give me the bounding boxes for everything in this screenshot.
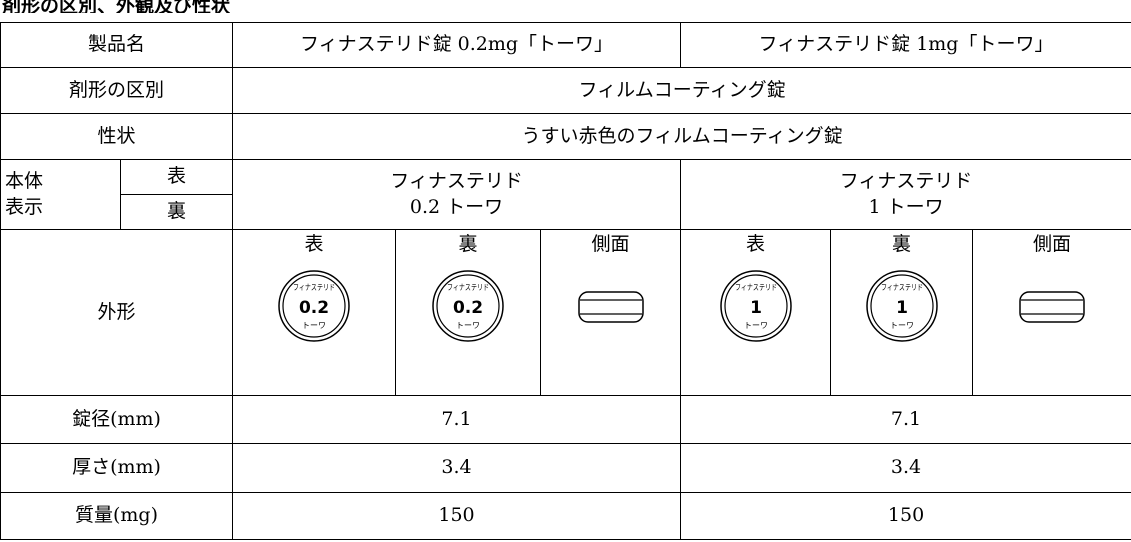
row: 外形 表フィナステリド 0.2 トーワ 裏フィナステリド 0.2 トーワ 側面 表フィナステリ… — [0, 229, 1131, 396]
cell: フィナステリド 0.2 トーワ — [232, 159, 682, 230]
tablet-outline — [719, 269, 792, 342]
row: 剤形の区別 フィルムコーティング錠 — [0, 67, 1131, 114]
side-label: 裏 — [119, 194, 234, 230]
cell: 7.1 — [680, 395, 1131, 444]
imprint-text: フィナステリド — [735, 283, 777, 292]
shape-cell: 側面 — [540, 229, 682, 396]
row-label: 錠径(mm) — [0, 395, 234, 444]
cell: フィナステリド 1 トーワ — [680, 159, 1131, 230]
row-label: 質量(mg) — [0, 492, 234, 540]
imprint-text: 0.2 — [299, 298, 329, 318]
tablet-outline — [865, 269, 938, 342]
cell: 3.4 — [232, 443, 682, 493]
shape-cell: 裏フィナステリド 0.2 トーワ — [395, 229, 542, 396]
imprint-text: 1 — [896, 298, 908, 318]
row: 本体 表示 表 フィナステリド 0.2 トーワ フィナステリド 1 トーワ — [0, 159, 1131, 230]
imprint-text: トーワ — [456, 321, 480, 330]
tablet-drawing: フィナステリド 1 トーワ — [719, 269, 792, 342]
spec-table: 製品名 フィナステリド錠 0.2mg「トーワ」 フィナステリド錠 1mg「トーワ… — [0, 22, 1131, 540]
product-name: フィナステリド錠 1mg「トーワ」 — [680, 22, 1131, 68]
section-title: 剤形の区別、外観及び性状 — [2, 0, 231, 13]
imprint-text: フィナステリド — [447, 283, 489, 292]
imprint-text: フィナステリド — [881, 283, 923, 292]
row: 製品名 フィナステリド錠 0.2mg「トーワ」 フィナステリド錠 1mg「トーワ… — [0, 22, 1131, 68]
tablet-side — [577, 290, 644, 323]
tablet-bevel — [869, 274, 934, 338]
tablet-drawing — [577, 290, 644, 323]
tablet-bevel — [282, 274, 346, 338]
view-label: 裏 — [892, 233, 912, 255]
shape-cell: 表フィナステリド 0.2 トーワ — [232, 229, 397, 396]
tablet-bevel — [436, 274, 500, 338]
imprint-text: 0.2 — [453, 298, 483, 318]
view-label: 表 — [304, 233, 324, 255]
cell: うすい赤色のフィルムコーティング錠 — [232, 113, 1131, 160]
row-label: 剤形の区別 — [0, 67, 234, 114]
view-label: 表 — [746, 233, 766, 255]
label-line: 本体 — [5, 169, 44, 192]
cell: 3.4 — [680, 443, 1131, 493]
marking-line: 1 トーワ — [868, 195, 944, 218]
row: 裏 — [1, 194, 1131, 230]
marking-line: フィナステリド — [390, 169, 523, 192]
cell: 150 — [232, 492, 682, 540]
imprint-text: トーワ — [890, 321, 914, 330]
tablet-side — [1019, 290, 1085, 323]
tablet-drawing: フィナステリド 1 トーワ — [865, 269, 938, 342]
side-label: 表 — [119, 159, 234, 195]
product-name: フィナステリド錠 0.2mg「トーワ」 — [232, 22, 682, 68]
row-label: 製品名 — [0, 22, 234, 68]
tablet-drawing: フィナステリド 0.2 トーワ — [432, 269, 504, 342]
view-label: 側面 — [591, 233, 630, 255]
tablet-drawing: フィナステリド 0.2 トーワ — [278, 269, 350, 342]
shape-cell: 表フィナステリド 1 トーワ — [680, 229, 832, 396]
marking-line: 0.2 トーワ — [409, 195, 504, 218]
label-line: 表示 — [5, 195, 44, 218]
tablet-bevel — [723, 274, 788, 338]
shape-cell: 側面 — [972, 229, 1131, 396]
row: 厚さ(mm) 3.4 3.4 — [0, 443, 1131, 493]
tablet-outline — [278, 269, 350, 342]
shape-cell: 裏フィナステリド 1 トーワ — [830, 229, 974, 396]
marking-line: フィナステリド — [839, 169, 973, 192]
row: 錠径(mm) 7.1 7.1 — [0, 395, 1131, 444]
row-label: 厚さ(mm) — [0, 443, 234, 493]
imprint-text: フィナステリド — [293, 283, 335, 292]
imprint-text: トーワ — [302, 321, 326, 330]
cell: 7.1 — [232, 395, 682, 444]
row: 性状 うすい赤色のフィルムコーティング錠 — [0, 113, 1131, 160]
view-label: 裏 — [458, 233, 478, 255]
cell: フィルムコーティング錠 — [232, 67, 1131, 114]
row: 質量(mg) 150 150 — [0, 492, 1131, 540]
view-label: 側面 — [1033, 233, 1072, 255]
imprint-text: 1 — [750, 298, 762, 318]
row-label: 外形 — [0, 229, 234, 396]
tablet-outline — [432, 269, 504, 342]
row-label: 本体 表示 — [0, 159, 121, 230]
tablet-drawing — [1019, 290, 1085, 323]
row-label: 性状 — [0, 113, 234, 160]
cell: 150 — [680, 492, 1131, 540]
imprint-text: トーワ — [744, 321, 768, 330]
